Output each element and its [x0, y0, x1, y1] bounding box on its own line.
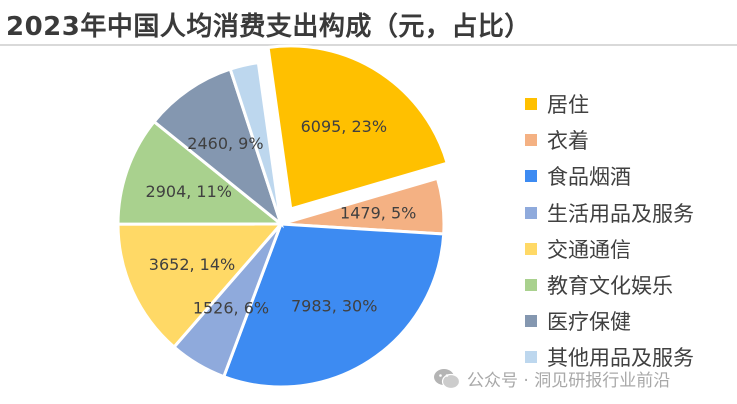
legend-item-6: 教育文化娱乐: [525, 267, 694, 303]
legend-label: 交通通信: [547, 237, 631, 262]
legend-swatch: [525, 170, 537, 183]
pie-slice-3: [221, 222, 446, 389]
pie-slices: [116, 44, 450, 389]
legend-label: 生活用品及服务: [547, 201, 694, 226]
pie-data-labels: 6095, 23% 1479, 5% 7983, 30% 1526, 6% 3652, …: [146, 117, 417, 317]
legend-swatch: [525, 206, 537, 219]
title-divider: [0, 44, 737, 46]
legend-label: 教育文化娱乐: [547, 274, 673, 299]
legend-item-3: 食品烟酒: [525, 158, 694, 194]
legend-item-2: 衣着: [525, 122, 694, 158]
legend-item-7: 医疗保健: [525, 303, 694, 339]
chart-legend: 居住衣着食品烟酒生活用品及服务 交通通信教育文化娱乐 医疗保健其他用品及服务: [525, 86, 694, 376]
legend-item-5: 交通通信: [525, 231, 694, 267]
legend-label: 衣着: [547, 129, 589, 154]
pie-slice-5: [116, 222, 285, 350]
legend-label: 其他用品及服务: [547, 346, 694, 371]
chart-title: 2023年中国人均消费支出构成（元，占比）: [6, 12, 531, 42]
pie-slice-6: [116, 119, 286, 226]
data-label-1: 6095, 23%: [301, 117, 387, 136]
legend-label: 居住: [547, 93, 589, 118]
legend-swatch: [525, 315, 537, 328]
legend-label: 食品烟酒: [547, 165, 631, 190]
data-label-7: 2460, 9%: [187, 134, 263, 153]
legend-label: 医疗保健: [547, 310, 631, 335]
data-label-3: 7983, 30%: [291, 297, 377, 316]
legend-swatch: [525, 351, 537, 364]
data-label-2: 1479, 5%: [340, 204, 416, 223]
data-label-6: 2904, 11%: [146, 182, 232, 201]
legend-item-1: 居住: [525, 86, 694, 122]
legend-swatch: [525, 279, 537, 292]
pie-slice-1: [266, 44, 450, 211]
legend-swatch: [525, 98, 537, 111]
legend-swatch: [525, 134, 537, 147]
legend-item-4: 生活用品及服务: [525, 195, 694, 231]
watermark-text: 公众号 · 洞见研报行业前沿: [467, 371, 671, 391]
legend-swatch: [525, 242, 537, 255]
data-label-4: 1526, 6%: [193, 299, 269, 318]
watermark: 公众号 · 洞见研报行业前沿: [433, 366, 670, 391]
pie-slice-8: [228, 60, 283, 225]
data-label-5: 3652, 14%: [149, 255, 235, 274]
wechat-icon: [433, 368, 461, 390]
legend-item-8: 其他用品及服务: [525, 339, 694, 375]
pie-slice-7: [152, 67, 285, 229]
